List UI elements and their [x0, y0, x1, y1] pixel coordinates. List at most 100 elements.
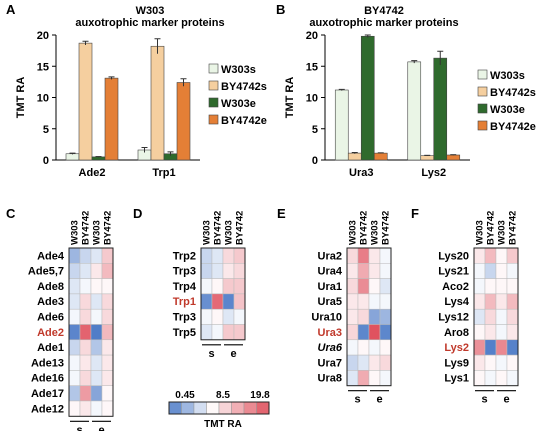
bar [433, 57, 448, 161]
legend-label: BY4742s [221, 81, 267, 93]
column-label: W303 [202, 220, 213, 245]
heatmap-cell [379, 339, 392, 356]
panel-letter-c: C [6, 206, 16, 221]
heatmap-cell [200, 263, 213, 279]
heatmap-cell [79, 400, 92, 417]
colorbar-cell [218, 401, 232, 415]
heatmap-cell [495, 293, 508, 310]
colorbar: 0.45 8.5 19.8 TMT RA [168, 390, 270, 430]
heatmap-cell [222, 247, 235, 264]
heatmap-cell [346, 247, 359, 264]
heatmap-cell [101, 247, 114, 264]
colorbar-cell [168, 401, 182, 415]
legend-swatch [208, 114, 219, 125]
heatmap-d: W303 BY4742 W303 BY4742Trp2Trp3Trp4Trp1Trp3… [173, 211, 246, 360]
heatmap-border [346, 247, 392, 387]
column-label: W303 [497, 220, 508, 245]
heatmap-cell [506, 370, 519, 386]
heatmap-cell [506, 308, 519, 325]
y-tick-label: 10 [306, 93, 318, 105]
legend-swatch [477, 86, 488, 97]
heatmap-c: W303 BY4742 W303 BY4742Ade4Ade5,7Ade8Ade3Ad… [28, 211, 114, 431]
colorbar-tick-mid: 8.5 [216, 390, 230, 401]
row-label: Ade4 [37, 250, 65, 262]
heatmap-cell [68, 400, 81, 417]
heatmap-cell [90, 308, 103, 325]
heatmap-cell [200, 324, 213, 341]
heatmap-cell [90, 278, 103, 295]
x-tick-label: Ade2 [79, 167, 106, 179]
row-label: Ura6 [318, 342, 343, 354]
row-label: Lys4 [444, 296, 470, 308]
heatmap-cell [368, 247, 381, 264]
heatmap-cell [484, 354, 497, 371]
row-label: Trp3 [173, 266, 196, 278]
heatmap-cell [379, 278, 392, 295]
heatmap-cell [222, 308, 235, 325]
heatmap-cell [101, 370, 114, 386]
colorbar-cell [193, 401, 207, 415]
heatmap-cell [101, 324, 114, 341]
panel-letter-b: B [276, 2, 285, 17]
heatmap-cell [506, 247, 519, 264]
heatmap-cell [79, 324, 92, 341]
row-label: Lys20 [438, 250, 469, 262]
heatmap-cell [357, 354, 370, 371]
legend-label: BY4742s [490, 87, 536, 99]
heatmap-cell [473, 293, 486, 310]
legend-swatch [477, 120, 488, 131]
heatmap-cell [357, 247, 370, 264]
colorbar-cell [256, 401, 270, 415]
heatmap-border [200, 247, 246, 341]
heatmap-cell [346, 308, 359, 325]
column-label: BY4742 [381, 211, 392, 245]
heatmap-cell [79, 308, 92, 325]
heatmap-cell [357, 324, 370, 341]
bar [360, 35, 375, 161]
heatmap-border [68, 247, 114, 417]
heatmap-cell [484, 324, 497, 341]
heatmap-cell [101, 400, 114, 417]
heatmap-cell [506, 263, 519, 279]
heatmap-cell [68, 278, 81, 295]
heatmap-cell [68, 354, 81, 371]
heatmap-cell [68, 293, 81, 310]
panel-letter-a: A [6, 2, 16, 17]
legend-label: W303e [221, 98, 256, 110]
heatmap-cell [506, 339, 519, 356]
heatmap-cell [484, 339, 497, 356]
row-label: Ura8 [318, 373, 342, 385]
column-label: BY4742 [359, 211, 370, 245]
heatmap-cell [233, 324, 246, 341]
y-axis-label: TMT RA [284, 77, 296, 119]
heatmap-cell [379, 308, 392, 325]
heatmap-cell [101, 263, 114, 279]
panel-a-subtitle: auxotrophic marker proteins [75, 17, 224, 29]
heatmap-cell [90, 324, 103, 341]
heatmap-cell [90, 263, 103, 279]
y-tick-label: 20 [306, 30, 318, 42]
heatmap-cell [233, 278, 246, 295]
column-label: BY4742 [486, 211, 497, 245]
heatmap-cell [200, 247, 213, 264]
heatmap-cell [79, 385, 92, 402]
heatmap-cell [211, 247, 224, 264]
row-label: Ade17 [31, 388, 64, 400]
heatmap-cell [90, 400, 103, 417]
x-tick-label: Ura3 [349, 167, 373, 179]
heatmap-cell [495, 247, 508, 264]
heatmap-cell [484, 247, 497, 264]
heatmap-cell [495, 263, 508, 279]
legend-swatch [208, 63, 219, 74]
legend-swatch [477, 103, 488, 114]
group-label: e [98, 424, 104, 431]
bar-chart-b: 0 5 10 15 20 TMT RA Ura3 Lys2 W303s BY4742s W303e B… [284, 30, 536, 179]
heatmap-cell [473, 354, 486, 371]
heatmap-cell [222, 263, 235, 279]
row-label: Lys9 [444, 357, 469, 369]
group-label: s [208, 348, 214, 360]
heatmap-cell [495, 370, 508, 386]
panel-letter-e: E [277, 206, 286, 221]
heatmap-cell [379, 293, 392, 310]
row-label: Ade16 [31, 373, 64, 385]
